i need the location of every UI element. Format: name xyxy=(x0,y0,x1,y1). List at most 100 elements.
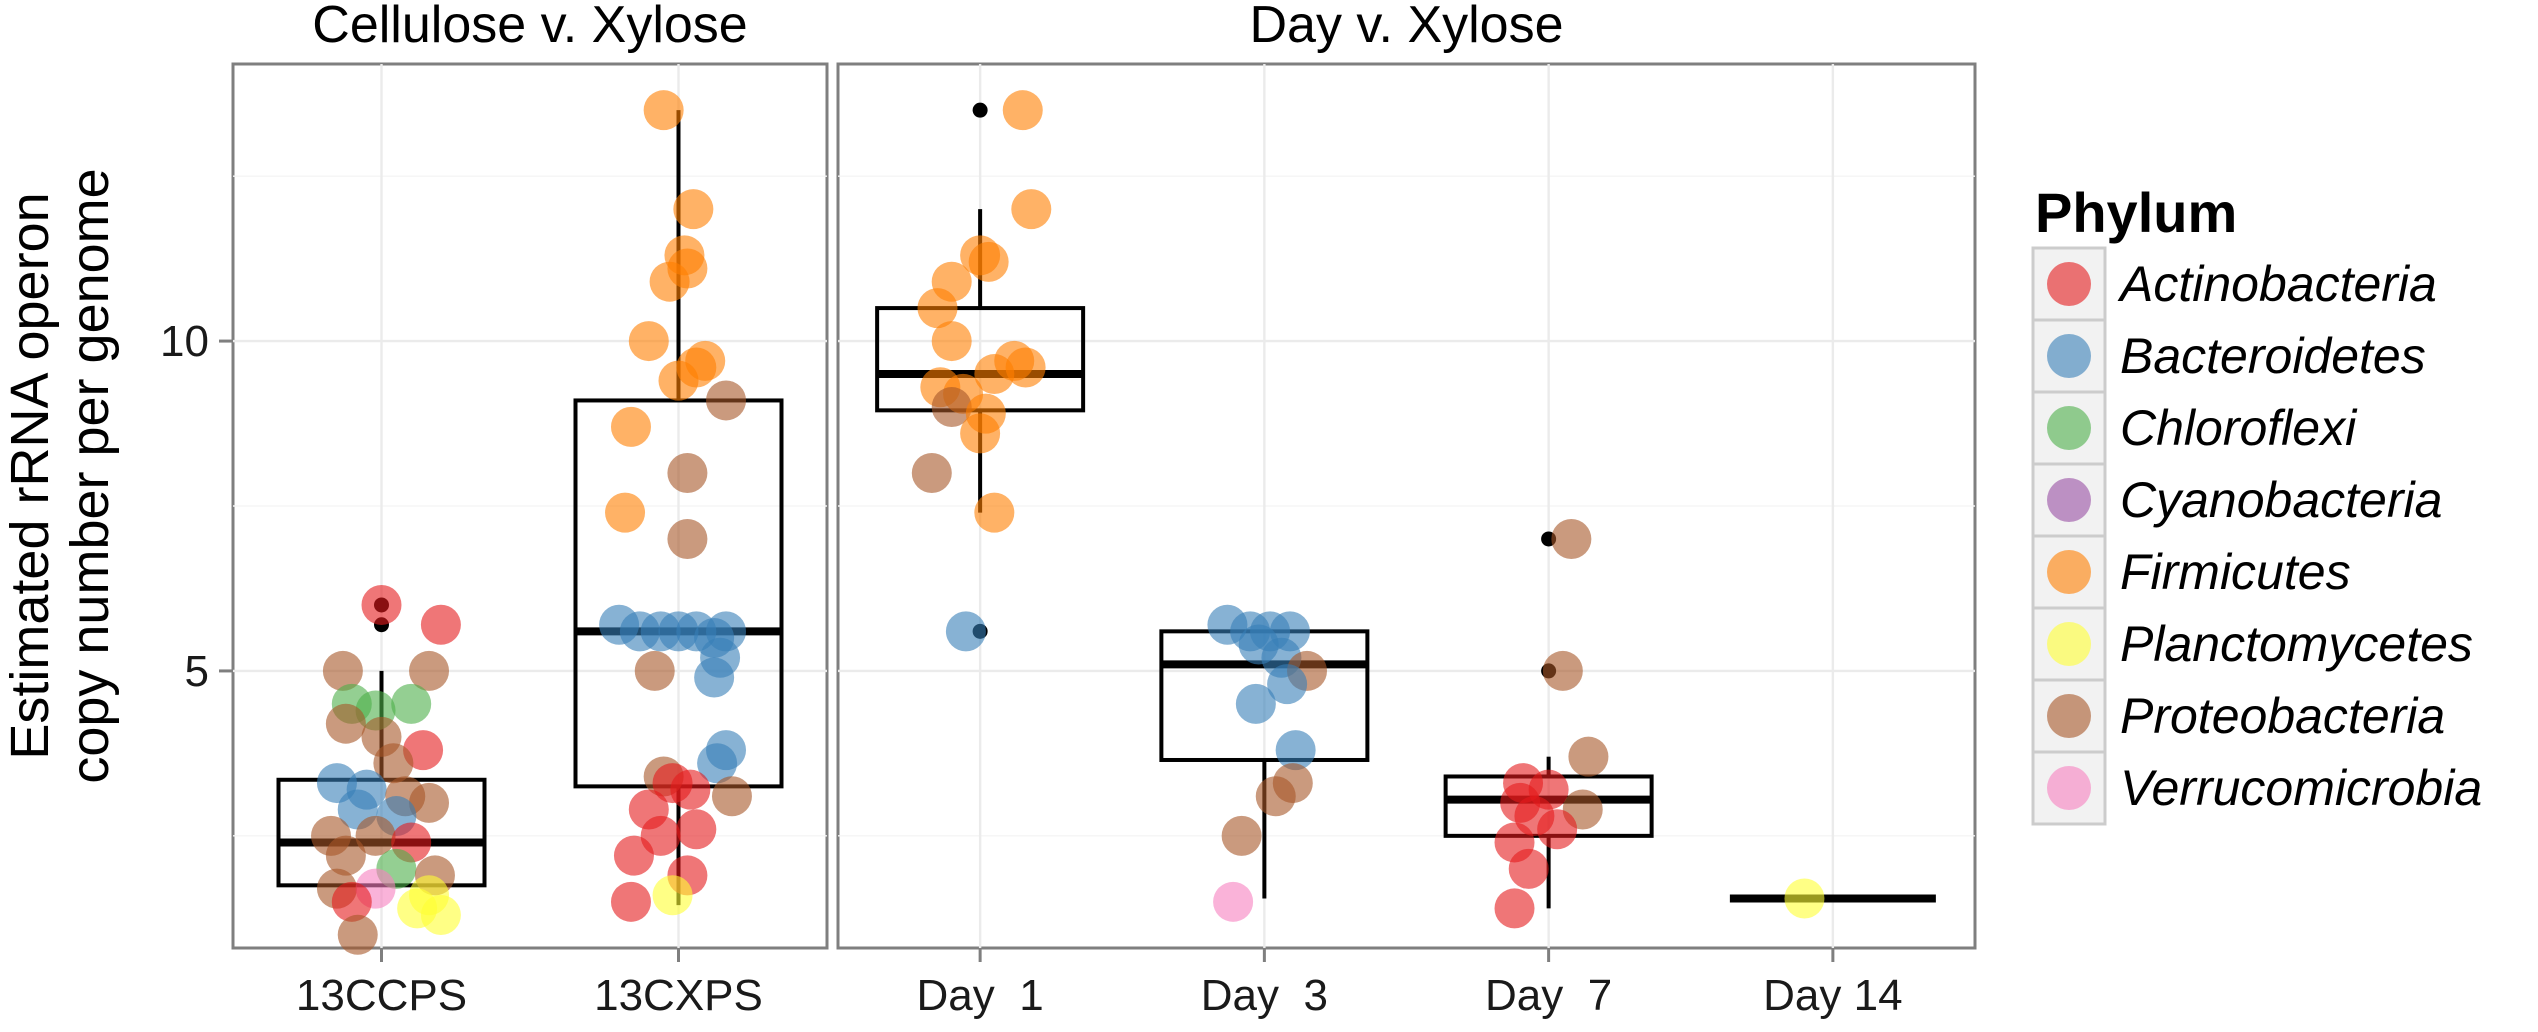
point-proteobacteria xyxy=(667,453,708,494)
point-bacteroidetes xyxy=(694,657,735,698)
point-firmicutes xyxy=(673,189,714,230)
legend-label: Actinobacteria xyxy=(2117,256,2437,312)
panel-2: Day v. Xylose Day 1 Day 3 Day 7 Day 14 xyxy=(836,0,1977,1020)
point-proteobacteria xyxy=(911,453,952,494)
point-proteobacteria xyxy=(337,914,378,955)
legend-label: Chloroflexi xyxy=(2120,400,2358,456)
legend: Phylum Actinobacteria Bacteroidetes Chlorof… xyxy=(2031,181,2482,826)
legend-label: Planctomycetes xyxy=(2120,616,2473,672)
legend-key xyxy=(2031,534,2107,610)
point-firmicutes xyxy=(974,354,1015,395)
legend-item-actinobacteria: Actinobacteria xyxy=(2031,246,2437,322)
y-axis-title-line-2: copy number per genome xyxy=(60,168,120,783)
point-proteobacteria xyxy=(634,650,675,691)
legend-symbol xyxy=(2047,478,2091,522)
point-actinobacteria xyxy=(1508,848,1549,889)
point-proteobacteria xyxy=(325,703,366,744)
point-firmicutes xyxy=(605,492,646,533)
legend-title: Phylum xyxy=(2035,181,2237,244)
y-tick-label: 10 xyxy=(160,317,209,366)
point-actinobacteria xyxy=(670,769,711,810)
x-tick-label: 13CCPS xyxy=(296,971,467,1020)
point-firmicutes xyxy=(1005,347,1046,388)
point-firmicutes xyxy=(628,321,669,362)
y-axis-title: Estimated rRNA operon copy number per ge… xyxy=(0,168,120,783)
point-firmicutes xyxy=(658,360,699,401)
point-proteobacteria xyxy=(325,835,366,876)
point-proteobacteria xyxy=(355,815,396,856)
outlier-point xyxy=(972,102,988,118)
point-proteobacteria xyxy=(1221,815,1262,856)
point-bacteroidetes xyxy=(945,611,986,652)
point-actinobacteria xyxy=(610,881,651,922)
legend-label: Bacteroidetes xyxy=(2120,328,2426,384)
legend-symbol xyxy=(2047,334,2091,378)
y-axis-title-line-1: Estimated rRNA operon xyxy=(0,192,60,759)
point-planctomycetes xyxy=(420,895,461,936)
point-actinobacteria xyxy=(420,604,461,645)
x-tick-label: Day 3 xyxy=(1201,971,1328,1020)
x-tick-label: 13CXPS xyxy=(594,971,763,1020)
point-proteobacteria xyxy=(1542,650,1583,691)
legend-key xyxy=(2031,246,2107,322)
legend-item-proteobacteria: Proteobacteria xyxy=(2031,678,2445,754)
point-proteobacteria xyxy=(1568,736,1609,777)
point-proteobacteria xyxy=(373,743,414,784)
legend-item-firmicutes: Firmicutes xyxy=(2031,534,2351,610)
point-planctomycetes xyxy=(652,875,693,916)
legend-label: Verrucomicrobia xyxy=(2120,760,2482,816)
point-proteobacteria xyxy=(409,650,450,691)
legend-label: Firmicutes xyxy=(2120,544,2351,600)
point-proteobacteria xyxy=(1255,776,1296,817)
point-actinobacteria xyxy=(361,584,402,625)
point-bacteroidetes xyxy=(1235,683,1276,724)
legend-item-verrucomicrobia: Verrucomicrobia xyxy=(2031,750,2482,826)
x-axis: Day 1 Day 3 Day 7 Day 14 xyxy=(917,948,1903,1020)
point-actinobacteria xyxy=(613,835,654,876)
point-actinobacteria xyxy=(331,881,372,922)
legend-symbol xyxy=(2047,262,2091,306)
legend-symbol xyxy=(2047,622,2091,666)
point-firmicutes xyxy=(1002,90,1043,131)
panel-title: Cellulose v. Xylose xyxy=(312,0,747,54)
point-bacteroidetes xyxy=(697,743,738,784)
point-firmicutes xyxy=(1011,189,1052,230)
point-actinobacteria xyxy=(1537,809,1578,850)
data-points xyxy=(911,90,1825,929)
point-proteobacteria xyxy=(706,380,747,421)
legend-item-cyanobacteria: Cyanobacteria xyxy=(2031,462,2442,538)
legend-label: Proteobacteria xyxy=(2120,688,2445,744)
point-firmicutes xyxy=(643,90,684,131)
y-tick-label: 5 xyxy=(185,647,209,696)
point-firmicutes xyxy=(968,241,1009,282)
legend-item-planctomycetes: Planctomycetes xyxy=(2031,606,2473,682)
point-bacteroidetes xyxy=(1267,664,1308,705)
legend-symbol xyxy=(2047,550,2091,594)
point-chloroflexi xyxy=(391,683,432,724)
data-points xyxy=(311,90,752,955)
point-proteobacteria xyxy=(1551,518,1592,559)
point-firmicutes xyxy=(974,492,1015,533)
x-tick-label: Day 7 xyxy=(1485,971,1612,1020)
point-proteobacteria xyxy=(667,518,708,559)
legend-item-chloroflexi: Chloroflexi xyxy=(2031,390,2358,466)
point-verrucomicrobia xyxy=(1213,881,1254,922)
facet-panels: Cellulose v. Xylose 13CCPS 13CXPS Day v. Xy… xyxy=(231,0,1977,1020)
point-proteobacteria xyxy=(409,782,450,823)
point-firmicutes xyxy=(960,413,1001,454)
point-actinobacteria xyxy=(1494,888,1535,929)
x-axis: 13CCPS 13CXPS xyxy=(296,948,763,1020)
point-proteobacteria xyxy=(931,387,972,428)
point-proteobacteria xyxy=(711,776,752,817)
panel-1: Cellulose v. Xylose 13CCPS 13CXPS xyxy=(231,0,829,1020)
x-tick-label: Day 14 xyxy=(1763,971,1902,1020)
legend-symbol xyxy=(2047,406,2091,450)
point-firmicutes xyxy=(931,321,972,362)
point-actinobacteria xyxy=(676,809,717,850)
point-bacteroidetes xyxy=(1275,730,1316,771)
legend-symbol xyxy=(2047,766,2091,810)
y-axis: 5 10 xyxy=(160,317,233,696)
legend-label: Cyanobacteria xyxy=(2120,472,2442,528)
point-proteobacteria xyxy=(322,650,363,691)
